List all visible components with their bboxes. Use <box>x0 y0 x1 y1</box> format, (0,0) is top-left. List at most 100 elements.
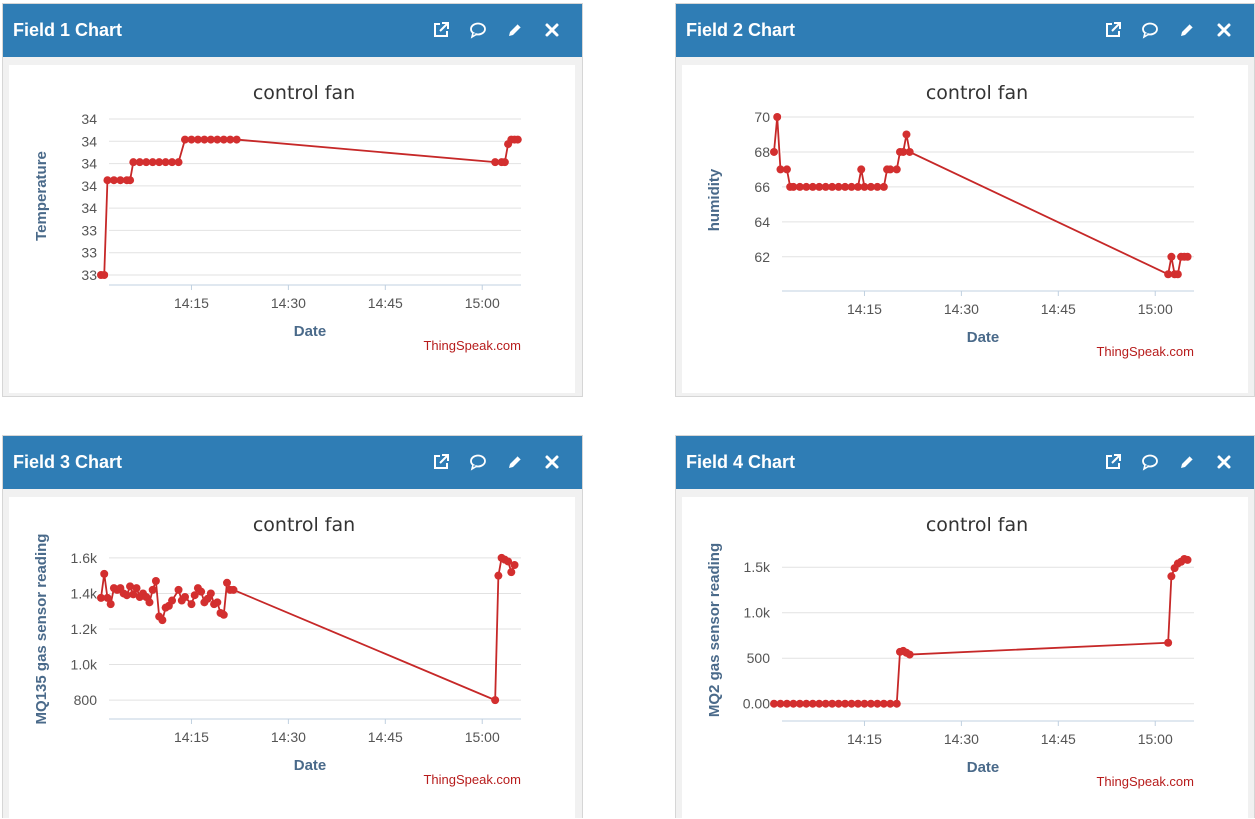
data-point[interactable] <box>905 650 914 659</box>
data-point[interactable] <box>513 135 522 144</box>
data-point[interactable] <box>828 699 837 708</box>
data-point[interactable] <box>168 158 177 167</box>
close-icon[interactable] <box>539 449 564 474</box>
data-point[interactable] <box>802 699 811 708</box>
data-point[interactable] <box>1164 638 1173 647</box>
credit-link[interactable]: ThingSpeak.com <box>423 338 521 353</box>
data-point[interactable] <box>148 158 157 167</box>
data-point[interactable] <box>873 699 882 708</box>
data-point[interactable] <box>100 271 109 279</box>
data-point[interactable] <box>789 699 798 708</box>
data-point[interactable] <box>776 699 785 708</box>
data-point[interactable] <box>213 598 222 607</box>
data-point[interactable] <box>510 561 519 569</box>
close-icon[interactable] <box>1211 449 1236 474</box>
data-point[interactable] <box>1183 555 1192 564</box>
data-point[interactable] <box>841 699 850 708</box>
data-point[interactable] <box>504 557 513 566</box>
data-point[interactable] <box>97 593 105 602</box>
data-point[interactable] <box>854 182 862 191</box>
data-point[interactable] <box>782 165 791 174</box>
pencil-icon[interactable] <box>502 17 527 42</box>
data-point[interactable] <box>142 158 151 167</box>
data-point[interactable] <box>808 182 817 191</box>
data-point[interactable] <box>219 610 228 619</box>
data-point[interactable] <box>174 158 183 167</box>
data-point[interactable] <box>847 182 856 191</box>
data-point[interactable] <box>857 165 866 174</box>
data-point[interactable] <box>151 577 160 585</box>
data-point[interactable] <box>1167 572 1176 581</box>
data-point[interactable] <box>795 699 804 708</box>
data-point[interactable] <box>841 182 850 191</box>
data-point[interactable] <box>873 182 882 191</box>
data-point[interactable] <box>103 593 112 602</box>
credit-link[interactable]: ThingSpeak.com <box>1096 344 1194 359</box>
data-point[interactable] <box>902 130 911 139</box>
data-point[interactable] <box>886 699 895 708</box>
data-point[interactable] <box>886 165 895 174</box>
data-point[interactable] <box>1173 270 1182 279</box>
pencil-icon[interactable] <box>502 449 527 474</box>
credit-link[interactable]: ThingSpeak.com <box>1096 774 1194 789</box>
data-point[interactable] <box>122 591 131 600</box>
data-point[interactable] <box>802 182 811 191</box>
data-point[interactable] <box>206 589 215 598</box>
data-point[interactable] <box>158 616 167 625</box>
comment-icon[interactable] <box>1137 17 1162 42</box>
data-point[interactable] <box>132 584 141 593</box>
data-point[interactable] <box>500 158 509 167</box>
data-point[interactable] <box>135 158 144 167</box>
data-point[interactable] <box>866 699 875 708</box>
data-point[interactable] <box>776 165 785 174</box>
data-point[interactable] <box>223 578 231 587</box>
external-link-icon[interactable] <box>1100 17 1125 42</box>
data-point[interactable] <box>1183 252 1192 261</box>
data-point[interactable] <box>206 135 215 144</box>
data-point[interactable] <box>103 176 112 185</box>
data-point[interactable] <box>116 176 125 185</box>
data-point[interactable] <box>187 135 196 144</box>
data-point[interactable] <box>892 699 901 708</box>
data-point[interactable] <box>821 699 830 708</box>
data-point[interactable] <box>190 591 199 600</box>
data-point[interactable] <box>229 585 238 594</box>
data-point[interactable] <box>232 135 241 144</box>
data-point[interactable] <box>168 596 177 605</box>
data-point[interactable] <box>129 158 138 167</box>
external-link-icon[interactable] <box>428 449 453 474</box>
data-point[interactable] <box>828 182 837 191</box>
data-point[interactable] <box>197 587 206 596</box>
data-point[interactable] <box>1164 270 1173 279</box>
comment-icon[interactable] <box>465 17 490 42</box>
data-point[interactable] <box>129 590 138 599</box>
data-point[interactable] <box>789 182 798 191</box>
data-point[interactable] <box>213 135 222 144</box>
data-point[interactable] <box>148 585 157 594</box>
data-point[interactable] <box>126 582 135 591</box>
data-point[interactable] <box>193 135 202 144</box>
data-point[interactable] <box>491 696 500 705</box>
comment-icon[interactable] <box>465 449 490 474</box>
data-point[interactable] <box>892 165 901 174</box>
data-point[interactable] <box>815 182 824 191</box>
data-point[interactable] <box>109 176 118 185</box>
comment-icon[interactable] <box>1137 449 1162 474</box>
data-point[interactable] <box>187 600 196 609</box>
data-point[interactable] <box>808 699 817 708</box>
close-icon[interactable] <box>1211 17 1236 42</box>
data-point[interactable] <box>145 598 154 607</box>
data-point[interactable] <box>815 699 824 708</box>
external-link-icon[interactable] <box>428 17 453 42</box>
data-point[interactable] <box>879 699 888 708</box>
close-icon[interactable] <box>539 17 564 42</box>
data-point[interactable] <box>219 135 228 144</box>
data-point[interactable] <box>821 182 830 191</box>
external-link-icon[interactable] <box>1100 449 1125 474</box>
data-point[interactable] <box>226 135 235 144</box>
data-point[interactable] <box>866 182 875 191</box>
data-point[interactable] <box>491 158 500 167</box>
data-point[interactable] <box>770 147 778 156</box>
data-point[interactable] <box>770 699 778 708</box>
data-point[interactable] <box>174 585 183 594</box>
